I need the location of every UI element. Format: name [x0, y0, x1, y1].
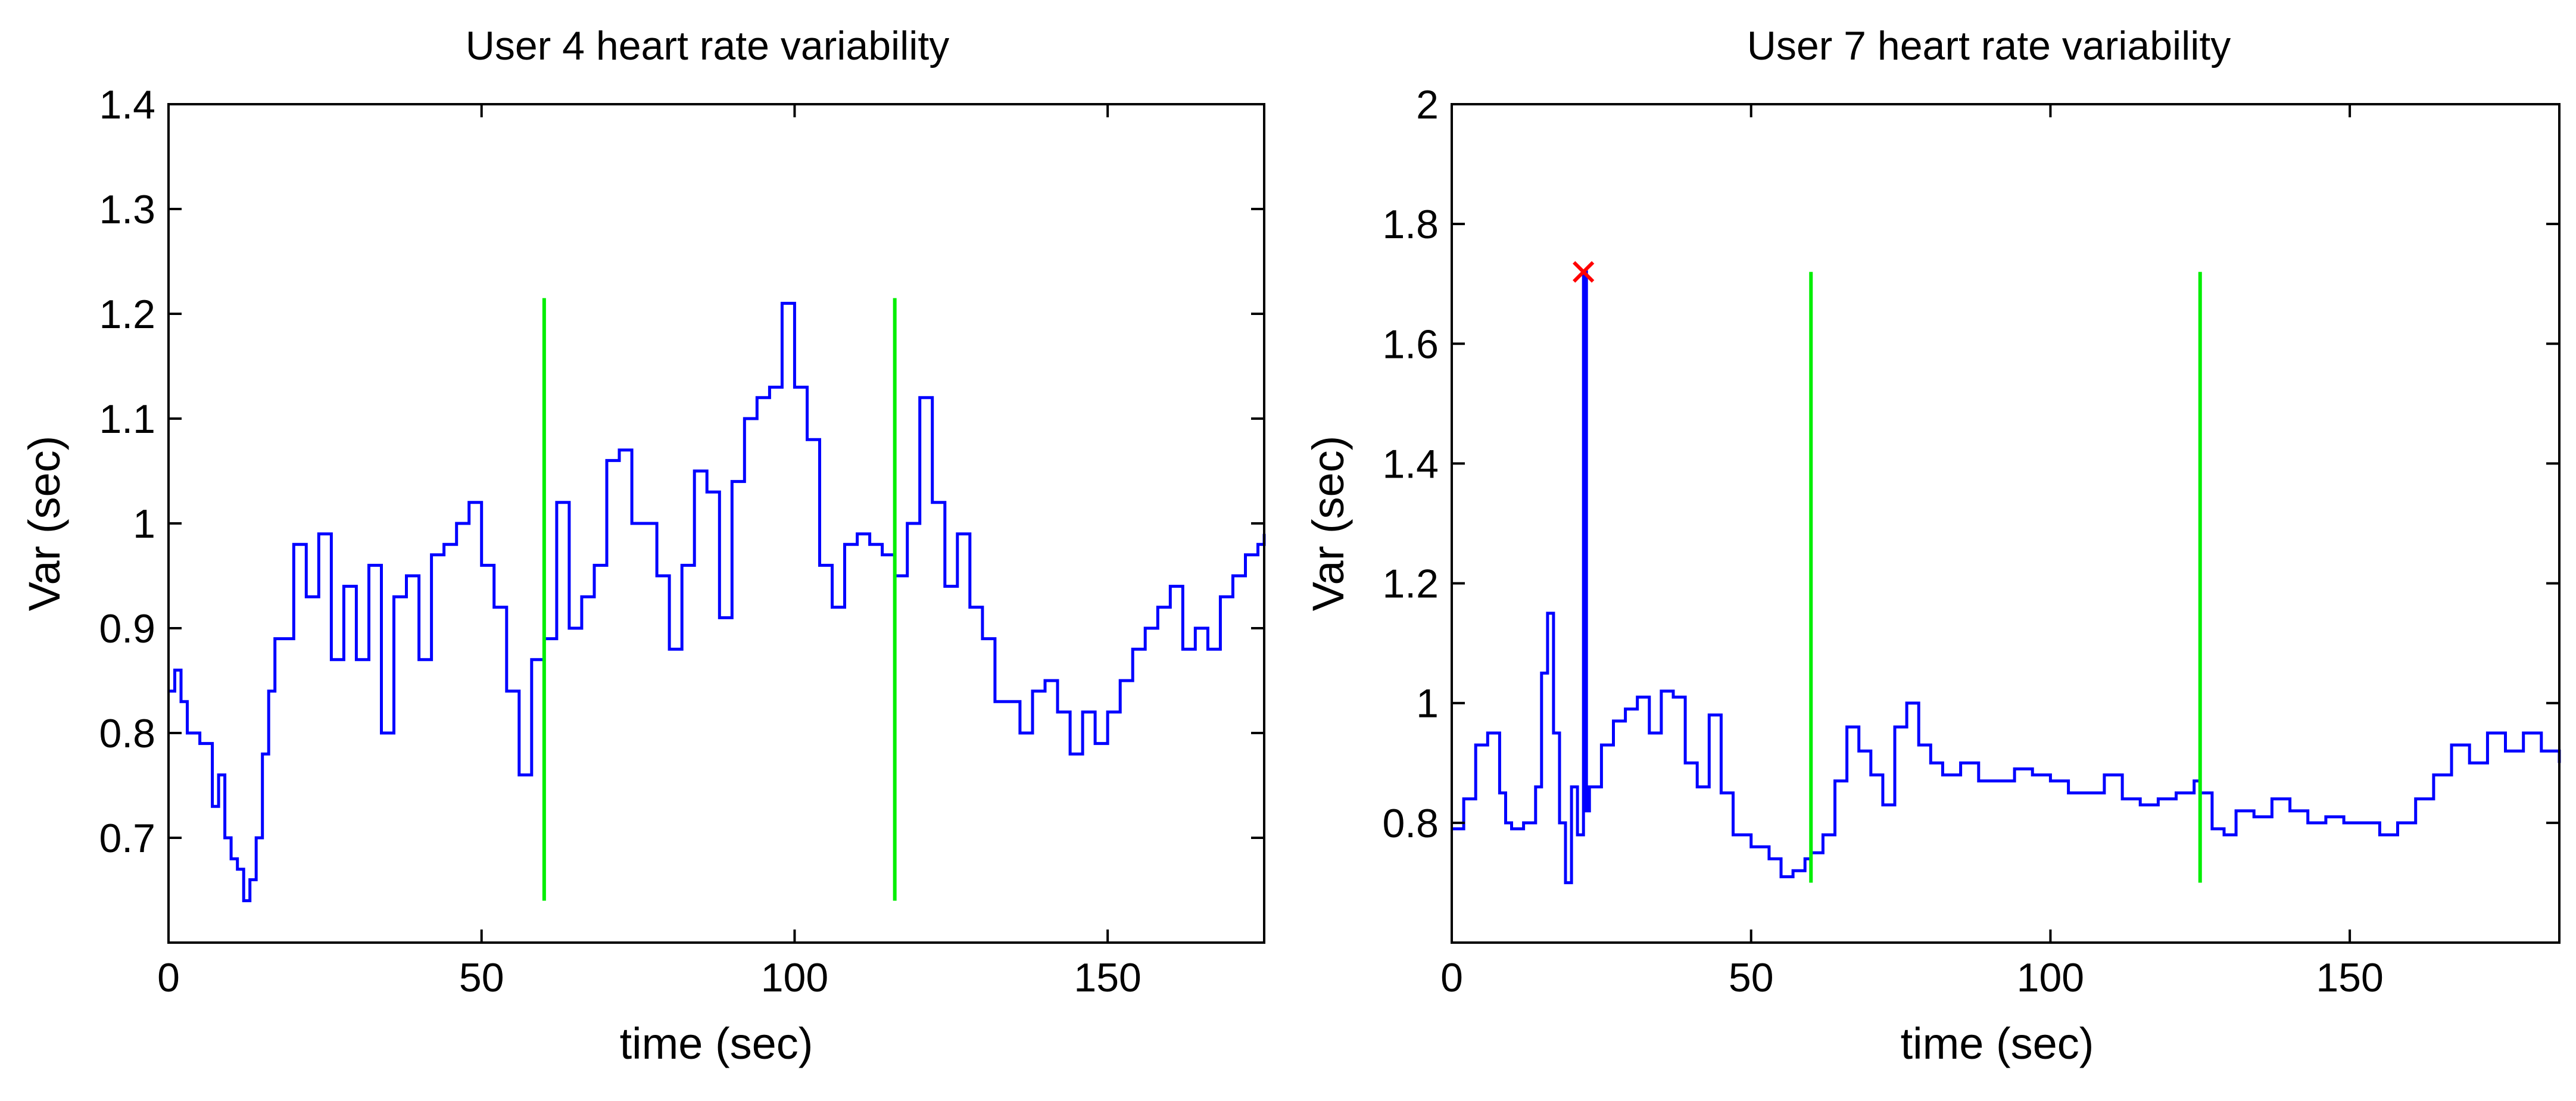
- x-tick-label: 150: [2316, 955, 2383, 1000]
- y-tick-label: 1: [1416, 681, 1439, 726]
- x-tick-label: 150: [1074, 955, 1141, 1000]
- chart-title: User 7 heart rate variability: [1747, 23, 2231, 68]
- y-tick-label: 1.1: [99, 397, 155, 442]
- axis-ticks: 0 50 100 150 0.7 0.8 0.9 1 1.1 1.2 1.3 1.4: [99, 82, 1264, 1000]
- y-tick-label: 1.3: [99, 187, 155, 232]
- x-axis-label: time (sec): [1901, 1019, 2094, 1068]
- plot-area: 0 50 100 150 0.7 0.8 0.9 1 1.1 1.2 1.3 1.4: [99, 82, 1266, 1000]
- x-tick-label: 100: [2017, 955, 2084, 1000]
- y-tick-label: 0.8: [1382, 801, 1439, 846]
- plot-area: 0 50 100 150 0.8 1 1.2 1.4 1.6 1.8 2: [1382, 82, 2561, 1000]
- x-tick-label: 50: [1729, 955, 1774, 1000]
- y-tick-label: 0.9: [99, 606, 155, 651]
- x-axis-label: time (sec): [620, 1019, 813, 1068]
- axes-frame: [1451, 103, 2561, 944]
- chart-title: User 4 heart rate variability: [466, 23, 950, 68]
- x-tick-label: 0: [1440, 955, 1463, 1000]
- x-tick-label: 0: [157, 955, 180, 1000]
- y-tick-label: 0.7: [99, 816, 155, 861]
- outlier-marker: [1573, 261, 1595, 283]
- chart-user-7: User 7 heart rate variability 0 50 100 1500…: [1303, 23, 2561, 1068]
- plot-lines: [169, 298, 1266, 903]
- x-tick-label: 100: [761, 955, 828, 1000]
- series-line-0: [169, 301, 1266, 903]
- x-tick-label: 50: [459, 955, 504, 1000]
- y-tick-label: 1.2: [99, 292, 155, 337]
- y-tick-label: 1.8: [1382, 202, 1439, 247]
- axis-ticks: 0 50 100 150 0.8 1 1.2 1.4 1.6 1.8 2: [1382, 82, 2559, 1000]
- y-tick-label: 1.6: [1382, 322, 1439, 367]
- y-tick-label: 1.4: [99, 82, 155, 127]
- y-tick-label: 1.2: [1382, 562, 1439, 607]
- series-line-0: [1452, 270, 2561, 884]
- y-tick-label: 1.4: [1382, 441, 1439, 486]
- y-tick-label: 1: [133, 501, 155, 547]
- y-tick-label: 0.8: [99, 711, 155, 756]
- y-axis-label: Var (sec): [1303, 436, 1353, 612]
- y-tick-label: 2: [1416, 82, 1439, 127]
- plot-lines: [1452, 261, 2561, 884]
- chart-user-4: User 4 heart rate variability 0 50 100 1500…: [20, 23, 1266, 1068]
- axes-frame: [167, 103, 1265, 944]
- y-axis-label: Var (sec): [20, 436, 69, 612]
